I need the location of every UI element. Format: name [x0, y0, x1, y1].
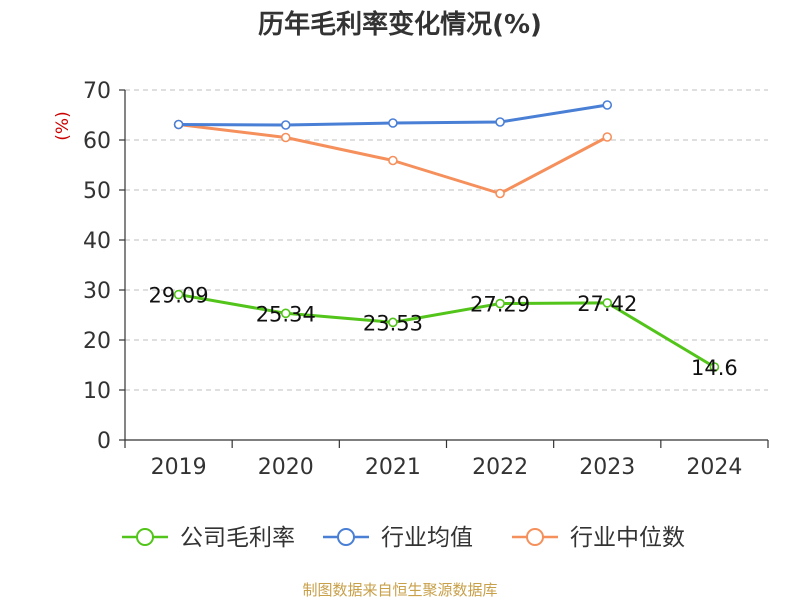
legend-label: 行业中位数 [570, 525, 685, 551]
y-tick-label: 50 [83, 179, 111, 204]
y-tick-label: 40 [83, 229, 111, 254]
x-tick-label: 2019 [151, 455, 207, 480]
data-point [280, 308, 291, 319]
chart-title: 历年毛利率变化情况(%) [258, 9, 542, 40]
data-point [602, 132, 613, 142]
legend-marker [526, 528, 544, 546]
x-tick-label: 2021 [365, 455, 421, 480]
data-point [495, 117, 505, 127]
x-tick-label: 2022 [472, 455, 528, 480]
data-point [388, 118, 398, 128]
data-point [495, 298, 505, 309]
data-label: 27.29 [470, 293, 530, 317]
data-point [173, 289, 184, 300]
axes: 0 10 20 30 40 50 60 70 2019 2020 2021 2022 2023 2024 [83, 79, 769, 480]
data-point [388, 155, 398, 166]
data-point [280, 132, 291, 143]
x-tick-label: 2024 [686, 455, 742, 480]
data-label: 27.42 [577, 292, 637, 316]
y-tick-label: 60 [83, 129, 111, 154]
data-label: 25.34 [256, 302, 316, 326]
data-label: 23.53 [363, 311, 423, 335]
series-line-0 [178, 293, 716, 369]
y-tick-label: 20 [83, 329, 111, 354]
grid [125, 89, 768, 391]
y-axis-label: (%) [53, 111, 73, 140]
source-note: 制图数据来自恒生聚源数据库 [302, 581, 497, 599]
y-tick-label: 10 [83, 379, 111, 404]
data-point [709, 362, 720, 372]
x-tick-label: 2020 [258, 455, 314, 480]
y-tick-label: 70 [83, 79, 111, 104]
data-point [280, 120, 291, 130]
data-label: 14.6 [691, 356, 738, 380]
legend: 公司毛利率 行业均值 行业中位数 [122, 525, 685, 551]
x-tick-label: 2023 [579, 455, 635, 480]
legend-label: 行业均值 [381, 525, 473, 551]
y-tick-label: 0 [97, 429, 111, 454]
y-tick-label: 30 [83, 279, 111, 304]
legend-marker [136, 528, 154, 546]
data-point [495, 188, 505, 199]
legend-marker [337, 528, 355, 546]
data-point [602, 100, 613, 110]
legend-label: 公司毛利率 [180, 525, 295, 551]
data-labels: 29.09 25.34 23.53 27.29 27.42 14.6 [149, 284, 738, 380]
data-label: 29.09 [149, 284, 209, 308]
data-point [173, 119, 184, 130]
data-point [388, 317, 398, 328]
series-group [173, 100, 720, 372]
data-point [602, 298, 613, 308]
